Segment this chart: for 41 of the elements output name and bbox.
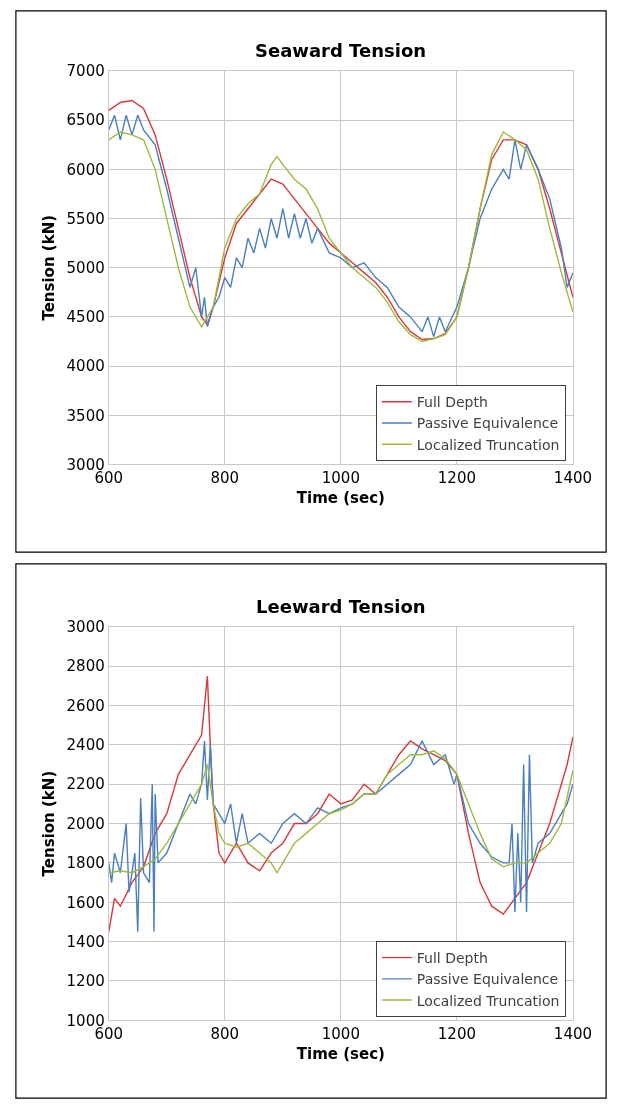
- x-tick-label: 800: [210, 1025, 240, 1044]
- y-tick-label: 4000: [66, 357, 105, 376]
- y-tick-label: 7000: [66, 62, 105, 81]
- line-series: [108, 750, 573, 874]
- y-axis-title: Tension (kN): [39, 214, 58, 321]
- x-tick-label: 1200: [437, 1025, 476, 1044]
- y-tick-label: 5500: [66, 209, 105, 228]
- y-tick-label: 1400: [66, 932, 105, 951]
- y-tick-label: 2600: [66, 696, 105, 715]
- y-axis-title: Tension (kN): [39, 770, 58, 877]
- legend-label: Passive Equivalence: [416, 971, 559, 988]
- y-tick-label: 6500: [66, 111, 105, 130]
- x-tick-label: 1000: [321, 1025, 360, 1044]
- y-tick-label: 2400: [66, 736, 105, 755]
- legend-label: Localized Truncation: [416, 436, 560, 453]
- line-series: [108, 740, 573, 933]
- y-tick-label: 1200: [66, 972, 105, 991]
- chart-title: Seaward Tension: [255, 40, 427, 61]
- y-tick-label: 1800: [66, 854, 105, 873]
- chart-title: Leeward Tension: [256, 596, 426, 617]
- x-tick-label: 1000: [321, 469, 360, 488]
- legend-label: Full Depth: [416, 394, 488, 411]
- x-tick-label: 800: [210, 469, 240, 488]
- x-tick-label: 1400: [553, 469, 593, 488]
- legend-label: Full Depth: [416, 950, 488, 967]
- y-tick-label: 5000: [66, 258, 105, 277]
- y-tick-label: 3500: [66, 406, 105, 425]
- x-axis-title: Time (sec): [296, 1045, 385, 1064]
- y-tick-label: 2200: [66, 775, 105, 794]
- y-tick-label: 2800: [66, 657, 105, 676]
- y-tick-label: 6000: [66, 160, 105, 179]
- line-series: [108, 675, 573, 933]
- x-tick-label: 1200: [437, 469, 476, 488]
- x-tick-label: 1400: [553, 1025, 593, 1044]
- legend-label: Passive Equivalence: [416, 415, 559, 432]
- y-tick-label: 4500: [66, 308, 105, 327]
- y-tick-label: 1600: [66, 893, 105, 912]
- y-tick-label: 3000: [66, 618, 105, 637]
- x-axis-title: Time (sec): [296, 489, 385, 508]
- legend-label: Localized Truncation: [416, 992, 560, 1009]
- y-tick-label: 2000: [66, 814, 105, 833]
